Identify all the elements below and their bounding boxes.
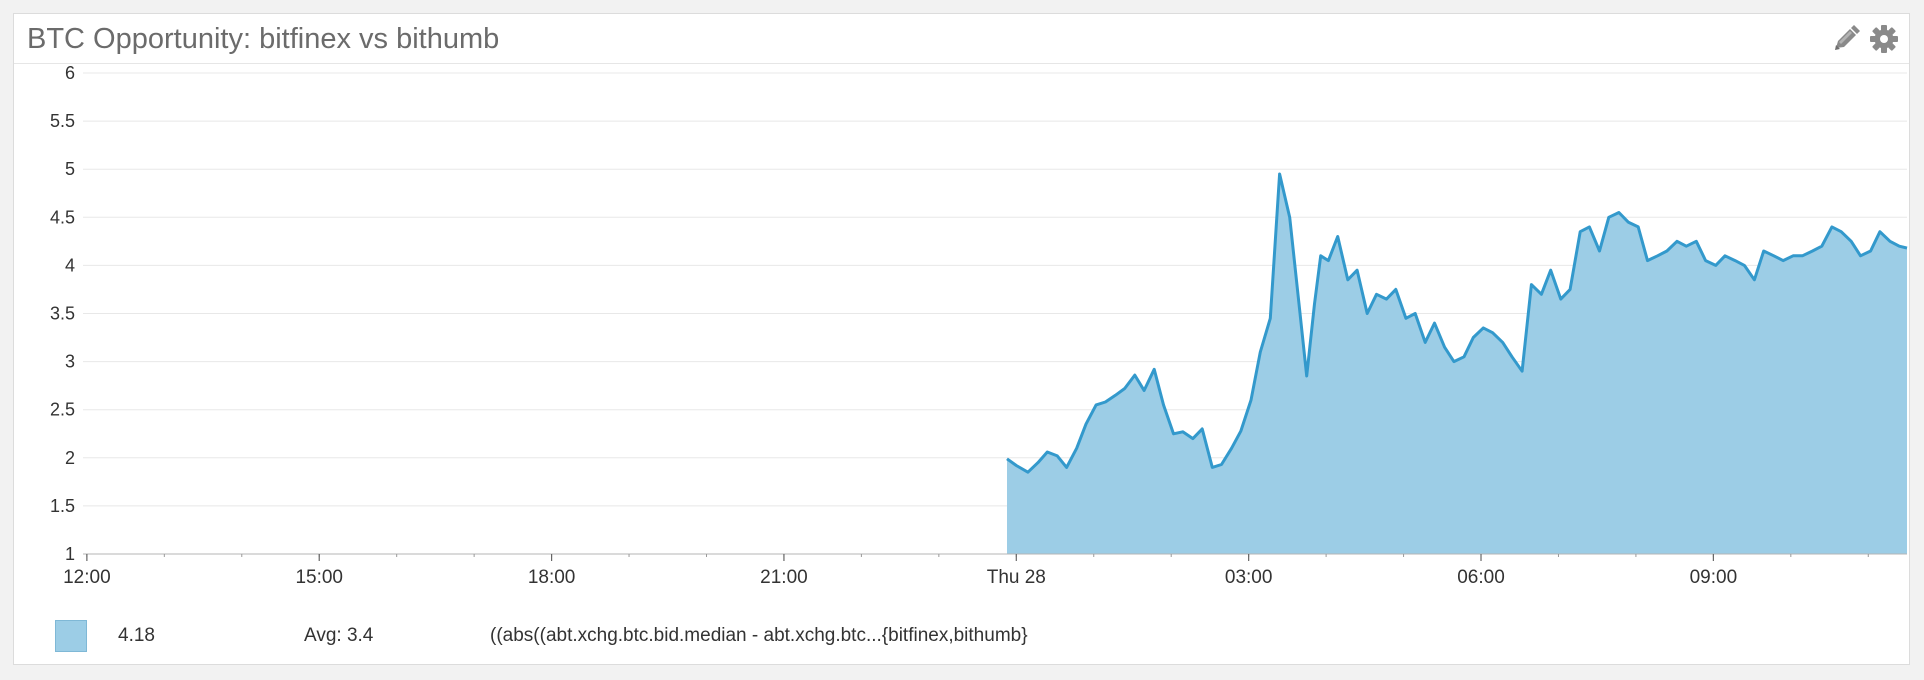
y-tick-label: 2.5 <box>50 400 75 420</box>
x-tick-label: 15:00 <box>295 567 343 588</box>
chart-legend: 4.18 Avg: 3.4 ((abs((abt.xchg.btc.bid.me… <box>14 604 1909 652</box>
y-tick-label: 5 <box>65 159 75 179</box>
x-tick-label: 06:00 <box>1457 567 1505 588</box>
y-tick-label: 1.5 <box>50 496 75 516</box>
legend-average: Avg: 3.4 <box>304 625 374 646</box>
legend-swatch <box>55 620 87 652</box>
series-area <box>1006 172 1908 554</box>
y-tick-label: 6 <box>65 63 75 83</box>
series-area-fill <box>1007 174 1907 554</box>
x-tick-label: 03:00 <box>1225 567 1273 588</box>
timeseries-widget: BTC Opportunity: bitfinex vs bithumb <box>13 13 1910 665</box>
x-tick-label: 21:00 <box>760 567 808 588</box>
y-tick-label: 1 <box>65 544 75 564</box>
y-tick-label: 5.5 <box>50 111 75 131</box>
x-tick-label: 09:00 <box>1690 567 1738 588</box>
legend-current-value: 4.18 <box>118 625 155 646</box>
x-tick-label: Thu 28 <box>987 567 1046 588</box>
y-tick-label: 3 <box>65 352 75 372</box>
y-tick-label: 3.5 <box>50 304 75 324</box>
y-tick-label: 2 <box>65 448 75 468</box>
pencil-icon[interactable] <box>1831 24 1861 54</box>
y-tick-label: 4 <box>65 255 75 275</box>
x-tick-label: 12:00 <box>63 567 111 588</box>
widget-title: BTC Opportunity: bitfinex vs bithumb <box>27 23 500 55</box>
widget-header: BTC Opportunity: bitfinex vs bithumb <box>14 14 1909 64</box>
chart-axes: 1 1.5 2 2.5 3 3.5 4 4.5 5 5.5 6 12:00 15:00 18:00 21:0… <box>50 63 1907 588</box>
gear-icon[interactable] <box>1869 24 1899 54</box>
x-tick-label: 18:00 <box>528 567 576 588</box>
timeseries-chart[interactable]: 1 1.5 2 2.5 3 3.5 4 4.5 5 5.5 6 12:00 15:00 18:00 21:0… <box>14 14 1911 604</box>
series-line <box>1006 172 1908 474</box>
y-tick-label: 4.5 <box>50 207 75 227</box>
legend-query[interactable]: ((abs((abt.xchg.btc.bid.median - abt.xch… <box>490 625 1028 646</box>
